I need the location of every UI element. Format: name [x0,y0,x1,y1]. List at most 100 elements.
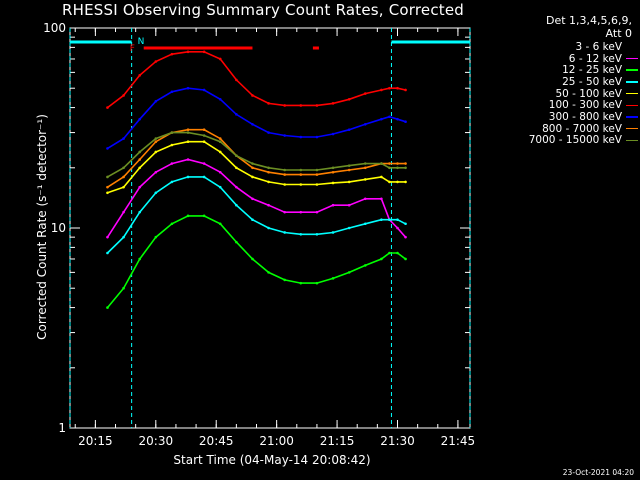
data-point [267,226,270,230]
data-point [154,100,158,103]
data-point [251,185,254,189]
data-point [235,78,238,82]
data-point [388,251,391,255]
data-point [283,231,287,234]
data-point [283,104,287,107]
data-point [186,175,190,179]
data-point [154,180,158,184]
data-point [380,162,383,165]
data-point [404,235,407,239]
data-point [363,178,367,181]
data-point [251,218,254,222]
data-point [122,166,125,170]
data-point [186,150,190,154]
data-point [380,218,383,222]
data-point [106,185,109,189]
data-point [154,170,158,174]
data-point [218,57,222,61]
legend-swatch [626,116,638,118]
legend-entry-label: 100 - 300 keV [548,99,622,112]
data-point [380,257,383,261]
data-point [363,222,367,226]
data-point [404,162,407,165]
series-line [107,140,406,194]
legend-header-attenuator: Att 0 [605,27,632,40]
data-point [138,117,141,121]
render-timestamp: 23-Oct-2021 04:20 [562,468,634,477]
data-point [331,277,335,280]
data-point [202,128,206,132]
night-flag-label: N [138,37,145,47]
data-point [404,180,407,184]
data-point [299,281,303,285]
data-point [347,203,351,207]
legend-entry: 6 - 12 keV [472,53,638,65]
x-tick-label: 21:30 [380,434,415,448]
data-point [331,132,335,136]
data-point [138,210,141,214]
data-point [283,183,287,186]
data-point [122,235,125,239]
data-point [106,251,109,255]
data-point [170,143,174,147]
legend-entry-label: 300 - 800 keV [548,110,622,123]
legend-entry-label: 3 - 6 keV [575,40,622,53]
data-point [218,158,222,161]
data-point [396,226,399,230]
y-tick-label: 10 [51,221,66,235]
data-point [186,128,190,132]
data-point [283,210,287,214]
data-point [315,183,319,186]
data-point [218,98,222,101]
legend-swatch [626,139,638,142]
legend-entry-label: 25 - 50 keV [562,75,622,88]
data-point [235,166,238,170]
legend-entry: 800 - 7000 keV [472,123,638,135]
data-point [299,104,303,107]
data-point [347,226,351,230]
data-point [154,150,158,154]
data-point [331,203,335,207]
data-point [347,128,351,132]
data-point [299,183,303,186]
chart-title: RHESSI Observing Summary Count Rates, Co… [62,1,465,19]
data-point [388,180,391,184]
data-point [154,140,158,144]
legend-entry-label: 50 - 100 keV [555,87,622,100]
data-point [122,226,125,230]
data-point [363,166,367,170]
legend-entry-label: 7000 - 15000 keV [528,134,622,147]
x-axis-label: Start Time (04-May-14 20:08:42) [173,453,371,467]
data-point [235,154,238,157]
data-point [404,166,407,170]
y-axis-label: Corrected Count Rate (s⁻¹ detector⁻¹) [35,114,49,340]
data-point [138,150,141,154]
series-line [107,50,406,109]
y-tick-label: 100 [43,21,66,35]
data-point [404,120,407,124]
data-point [363,185,367,189]
data-point [363,122,367,126]
legend-entry: 300 - 800 keV [472,111,638,123]
data-point [235,113,238,116]
data-point [315,135,319,139]
x-tick-label: 20:15 [78,434,113,448]
data-point [388,166,391,170]
data-point [396,251,399,255]
legend-entry-label: 800 - 7000 keV [542,122,622,135]
data-point [267,191,270,195]
data-point [138,185,141,189]
data-point [331,197,335,201]
legend-swatch [626,92,638,95]
series-line [106,215,406,309]
data-point [251,257,254,261]
data-point [396,218,399,222]
data-point [315,168,319,172]
data-point [106,235,109,239]
legend-swatch [626,104,638,107]
data-point [218,140,222,144]
data-point [299,203,303,207]
x-tick-label: 20:45 [199,434,234,448]
data-point [218,170,222,174]
data-point [122,175,125,179]
